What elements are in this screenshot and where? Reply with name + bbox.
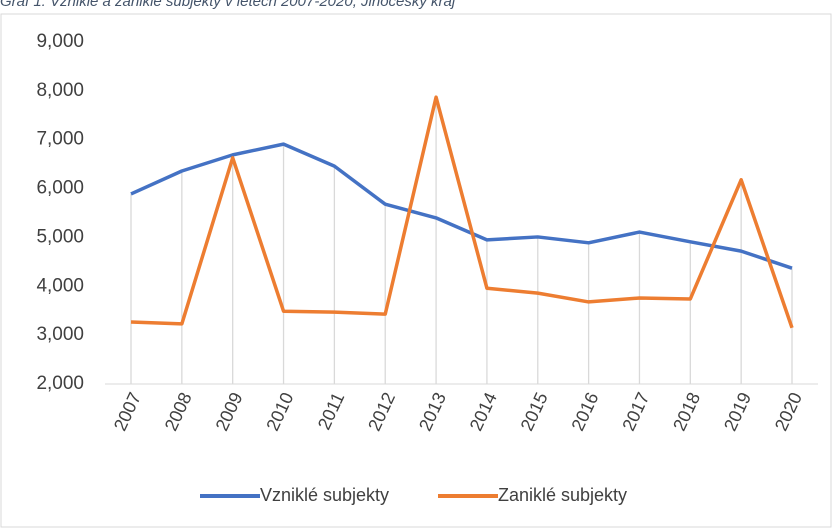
series-line [130, 95, 794, 329]
y-tick-label: 9,000 [36, 31, 84, 52]
y-tick-label: 4,000 [36, 275, 84, 296]
y-tick-label: 6,000 [36, 178, 84, 199]
y-tick-label: 2,000 [36, 373, 84, 394]
series-line [130, 142, 793, 270]
y-tick-label: 5,000 [36, 226, 84, 247]
y-tick-label: 3,000 [36, 324, 84, 345]
chart-title: Graf 1: Vzniklé a zaniklé subjekty v let… [0, 0, 456, 10]
legend-label: Zaniklé subjekty [498, 485, 627, 505]
y-tick-label: 8,000 [36, 80, 84, 101]
legend-label: Vzniklé subjekty [260, 485, 389, 505]
chart-frame [0, 13, 832, 528]
y-tick-label: 7,000 [36, 129, 84, 150]
